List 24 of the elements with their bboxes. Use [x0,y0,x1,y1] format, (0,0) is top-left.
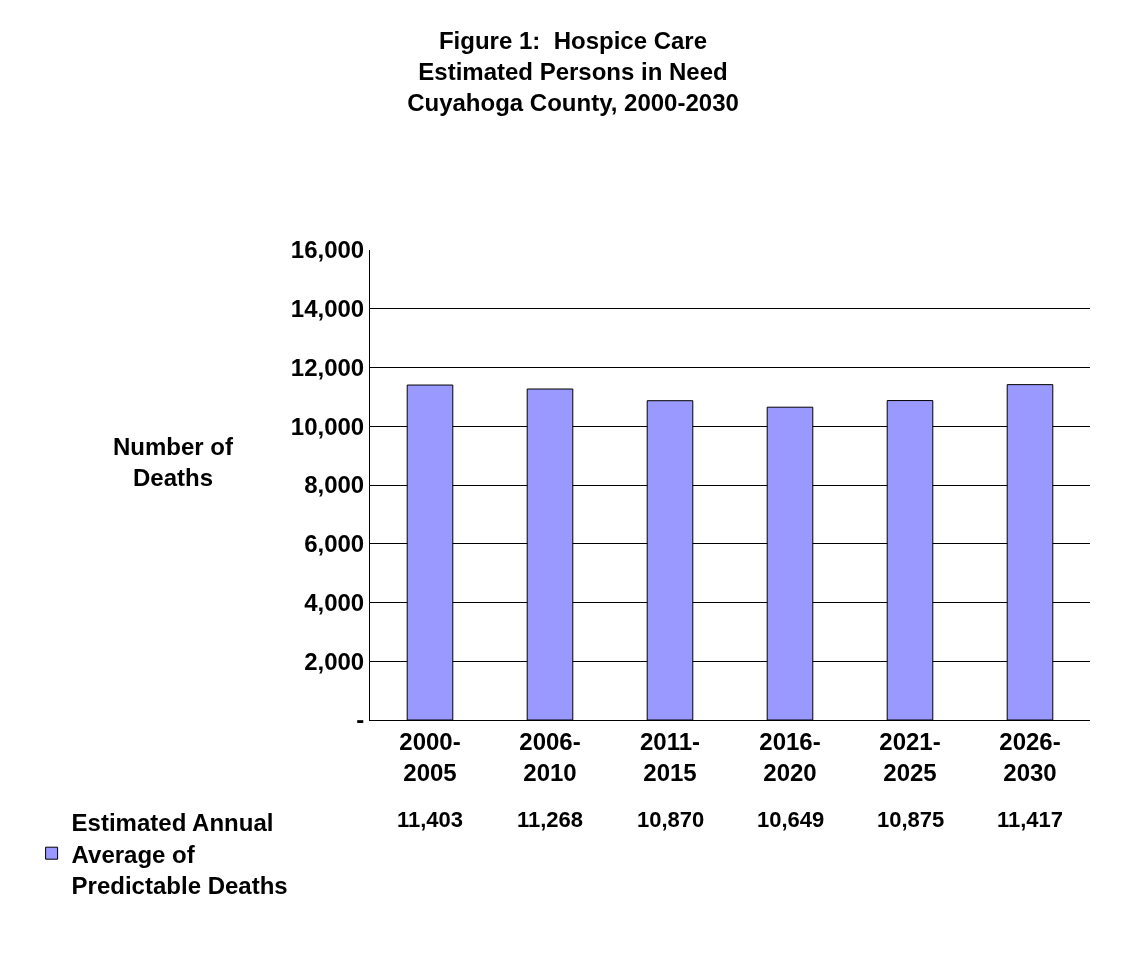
data-label: 11,268 [517,807,584,832]
x-tick-label: 2016-2020 [759,727,821,786]
y-tick-label: 12,000 [290,353,365,381]
y-tick-label: 10,000 [290,412,365,440]
y-axis-title: Number of Deaths [113,433,235,492]
chart-title: Figure 1: Hospice Care Estimated Persons in Need Cuyahoga County, 2000-2030 [407,26,739,116]
y-tick-label: 6,000 [304,530,365,558]
legend-label: Estimated Annual Average of Predictable Deaths [71,809,288,899]
x-tick-label: 2006-2010 [519,727,581,786]
y-tick-label: 14,000 [290,295,365,323]
data-label: 10,870 [637,807,705,832]
data-label: 10,649 [757,807,825,832]
y-tick-label: - [356,706,365,734]
y-tick-label: 2,000 [304,647,365,675]
data-label: 10,875 [877,807,945,832]
data-label: 11,403 [397,807,464,832]
x-tick-label: 2000-2005 [399,727,461,786]
x-tick-label: 2021-2025 [879,727,941,786]
data-label: 11,417 [997,807,1064,832]
y-tick-label: 8,000 [304,471,365,499]
y-tick-label: 16,000 [290,236,365,264]
y-tick-label: 4,000 [304,588,365,616]
x-tick-label: 2011-2015 [639,727,701,786]
x-tick-label: 2026-2030 [999,727,1061,786]
